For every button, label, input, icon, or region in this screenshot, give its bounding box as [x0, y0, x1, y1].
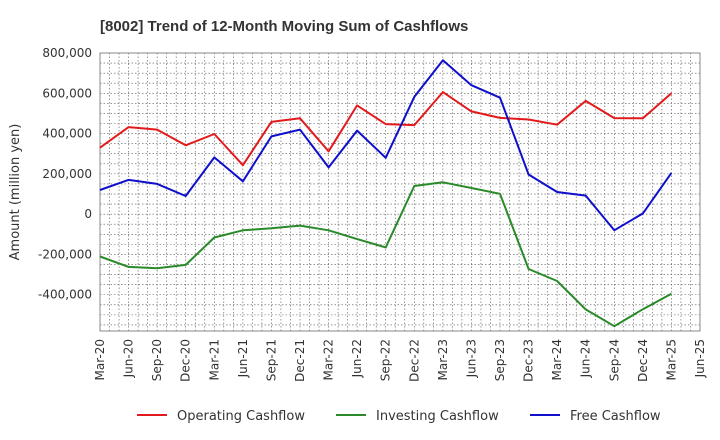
- x-tick-label: Sep-21: [264, 339, 278, 381]
- x-tick-label: Jun-23: [464, 339, 478, 378]
- x-tick-label: Jun-24: [579, 339, 593, 378]
- chart-title: [8002] Trend of 12-Month Moving Sum of C…: [100, 18, 468, 35]
- x-tick-label: Jun-21: [236, 339, 250, 378]
- x-tick-label: Sep-22: [379, 339, 393, 381]
- x-tick-label: Dec-20: [179, 339, 193, 382]
- x-tick-label: Mar-20: [93, 339, 107, 380]
- axis-layer: -400,000 -200,000 0 200,000 400,000 600,000 80…: [38, 46, 707, 382]
- legend: Operating Cashflow Investing Cashflow Free…: [137, 409, 661, 424]
- legend-label: Investing Cashflow: [376, 409, 499, 424]
- x-tick-label: Dec-23: [522, 339, 536, 382]
- x-tick-label: Mar-21: [207, 339, 221, 380]
- x-tick-label: Mar-25: [664, 339, 678, 380]
- legend-label: Operating Cashflow: [177, 409, 305, 424]
- grid-layer: [99, 52, 701, 331]
- x-tick-label: Sep-20: [150, 339, 164, 381]
- series-line: [99, 181, 672, 328]
- y-tick-label: -400,000: [38, 288, 92, 302]
- series-line: [99, 59, 673, 232]
- y-tick-label: -200,000: [38, 247, 92, 261]
- x-tick-label: Mar-24: [550, 339, 564, 380]
- x-tick-label: Dec-22: [407, 339, 421, 382]
- x-tick-label: Mar-22: [322, 339, 336, 380]
- plot-frame: [99, 52, 701, 332]
- y-tick-label: 400,000: [42, 127, 92, 141]
- x-tick-label: Jun-20: [122, 339, 136, 378]
- x-tick-label: Mar-23: [436, 339, 450, 380]
- x-tick-label: Dec-21: [293, 339, 307, 382]
- x-tick-label: Sep-24: [607, 339, 621, 381]
- series-line: [99, 91, 673, 167]
- y-tick-label: 0: [84, 207, 92, 221]
- x-tick-label: Dec-24: [636, 339, 650, 382]
- y-tick-label: 800,000: [42, 46, 92, 60]
- series-layer: [99, 59, 673, 328]
- x-tick-label: Jun-25: [693, 339, 707, 378]
- y-tick-label: 200,000: [42, 167, 92, 181]
- x-tick-label: Jun-22: [350, 339, 364, 378]
- x-tick-label: Sep-23: [493, 339, 507, 381]
- y-axis-label: Amount (million yen): [8, 124, 23, 261]
- y-tick-label: 600,000: [42, 86, 92, 100]
- legend-label: Free Cashflow: [570, 409, 661, 424]
